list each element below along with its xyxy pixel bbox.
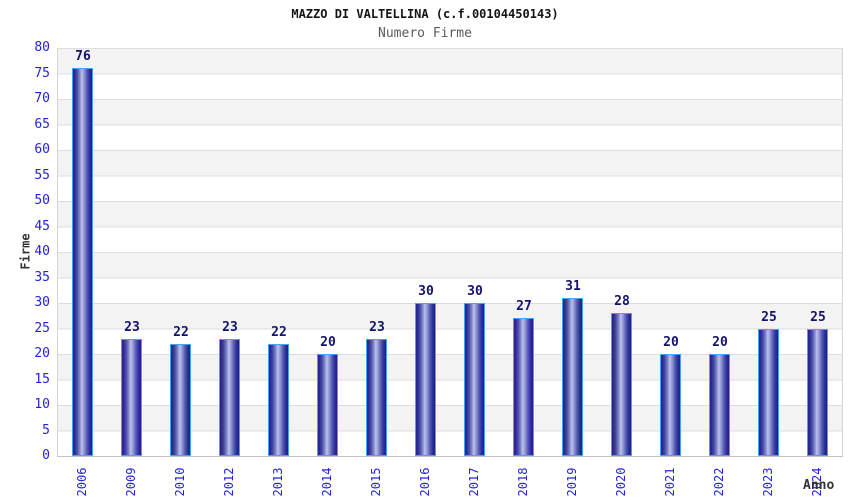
bar-value-label: 27 bbox=[516, 299, 532, 314]
x-tick-label: 2014 bbox=[320, 467, 334, 497]
bar bbox=[807, 329, 828, 456]
bar bbox=[513, 318, 534, 456]
bar-value-label: 20 bbox=[320, 335, 336, 350]
bar-value-label: 30 bbox=[418, 284, 434, 299]
x-tick-label: 2010 bbox=[173, 467, 187, 497]
x-tick-label: 2015 bbox=[369, 467, 383, 497]
bar bbox=[268, 344, 289, 456]
x-tick-label: 2018 bbox=[516, 467, 530, 497]
x-tick-label: 2021 bbox=[663, 467, 677, 497]
bar-value-label: 22 bbox=[271, 325, 287, 340]
y-tick-label: 25 bbox=[34, 320, 50, 336]
x-tick-label: 2023 bbox=[761, 467, 775, 497]
bar bbox=[611, 313, 632, 456]
chart-subtitle: Numero Firme bbox=[378, 26, 472, 41]
y-tick-label: 55 bbox=[34, 167, 50, 183]
x-tick-label: 2017 bbox=[467, 467, 481, 497]
x-tick-label: 2012 bbox=[222, 467, 236, 497]
bar-value-label: 31 bbox=[565, 279, 581, 294]
y-tick-label: 70 bbox=[34, 91, 50, 106]
bar-value-label: 20 bbox=[712, 335, 728, 350]
bar-value-label: 28 bbox=[614, 294, 630, 309]
y-tick-label: 10 bbox=[34, 397, 50, 412]
y-tick-label: 30 bbox=[34, 295, 50, 310]
plot-area: 76 23 22 23 22 20 23 30 30 27 31 28 20 20 25 25 bbox=[57, 48, 843, 457]
bar bbox=[121, 339, 142, 456]
x-tick-label: 2016 bbox=[418, 467, 432, 497]
bar-value-label: 23 bbox=[369, 320, 385, 335]
bar bbox=[72, 68, 93, 456]
bar-value-label: 23 bbox=[124, 320, 140, 335]
bar-value-label: 76 bbox=[75, 49, 91, 64]
bar bbox=[415, 303, 436, 456]
x-axis-title: Anno bbox=[803, 478, 835, 493]
bar bbox=[709, 354, 730, 456]
bar-value-label: 22 bbox=[173, 325, 189, 340]
x-tick-label: 2006 bbox=[75, 467, 89, 497]
y-tick-label: 45 bbox=[34, 218, 50, 234]
y-tick-label: 15 bbox=[34, 371, 50, 387]
y-tick-label: 0 bbox=[42, 448, 50, 463]
bar bbox=[660, 354, 681, 456]
x-tick-label: 2013 bbox=[271, 467, 285, 497]
bar-value-label: 30 bbox=[467, 284, 483, 299]
bar bbox=[758, 329, 779, 456]
x-tick-label: 2009 bbox=[124, 467, 138, 497]
bar bbox=[562, 298, 583, 456]
y-tick-label: 5 bbox=[42, 422, 50, 438]
bar-value-label: 20 bbox=[663, 335, 679, 350]
bar bbox=[317, 354, 338, 456]
bar bbox=[464, 303, 485, 456]
y-tick-label: 20 bbox=[34, 346, 50, 361]
bar bbox=[366, 339, 387, 456]
y-tick-label: 60 bbox=[34, 142, 50, 157]
bar-value-label: 25 bbox=[810, 310, 826, 325]
x-tick-label: 2020 bbox=[614, 467, 628, 497]
y-tick-label: 35 bbox=[34, 269, 50, 285]
y-tick-label: 40 bbox=[34, 244, 50, 259]
chart-title: MAZZO DI VALTELLINA (c.f.00104450143) bbox=[291, 7, 559, 21]
x-tick-label: 2019 bbox=[565, 467, 579, 497]
bar-value-label: 23 bbox=[222, 320, 238, 335]
y-tick-label: 50 bbox=[34, 193, 50, 208]
y-tick-label: 65 bbox=[34, 116, 50, 132]
bar bbox=[219, 339, 240, 456]
x-tick-label: 2022 bbox=[712, 467, 726, 497]
y-tick-label: 80 bbox=[34, 40, 50, 55]
bar bbox=[170, 344, 191, 456]
y-tick-label: 75 bbox=[34, 65, 50, 81]
bar-value-label: 25 bbox=[761, 310, 777, 325]
